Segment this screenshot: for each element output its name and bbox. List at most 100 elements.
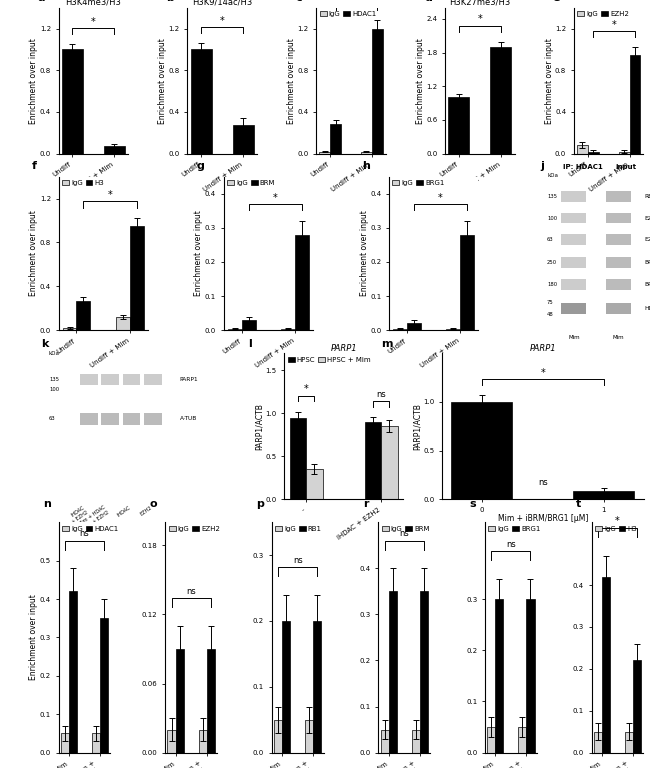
Legend: IgG, BRG1: IgG, BRG1 [393,180,445,186]
Bar [281,329,295,330]
FancyBboxPatch shape [144,413,162,425]
Bar [633,660,641,753]
Text: *: * [438,193,443,203]
FancyBboxPatch shape [123,374,140,386]
Bar [242,320,255,330]
Y-axis label: Enrichment over input: Enrichment over input [287,38,296,124]
Title: PARP1: PARP1 [530,343,556,353]
Text: 135: 135 [49,377,59,382]
Text: *: * [108,190,112,200]
Legend: IgG, H3: IgG, H3 [595,526,637,531]
Legend: IgG, BRM: IgG, BRM [382,526,430,531]
Text: e: e [553,0,560,3]
Bar [602,577,610,753]
Text: ns: ns [293,556,303,564]
Bar [460,235,474,330]
Y-axis label: Enrichment over input: Enrichment over input [359,210,369,296]
Bar [227,329,242,330]
FancyBboxPatch shape [123,413,140,425]
Bar [594,732,602,753]
Legend: IgG, BRG1: IgG, BRG1 [488,526,540,531]
Text: c: c [295,0,302,3]
Text: *: * [91,17,96,27]
Legend: IgG, EZH2: IgG, EZH2 [577,12,629,17]
Bar [330,124,341,154]
FancyBboxPatch shape [562,213,586,223]
X-axis label: Mim + iBRM/BRG1 [μM]: Mim + iBRM/BRG1 [μM] [497,515,588,523]
FancyBboxPatch shape [606,279,631,290]
Bar [290,418,306,499]
Bar [448,98,469,154]
Text: b: b [166,0,174,3]
Y-axis label: PARP1/ACTB: PARP1/ACTB [255,402,264,450]
Bar [393,329,407,330]
Text: l: l [248,339,252,349]
Bar [411,730,420,753]
Text: k: k [41,339,48,349]
Bar [381,730,389,753]
FancyBboxPatch shape [606,257,631,268]
Text: o: o [150,499,157,509]
Text: HDAC1: HDAC1 [644,306,650,311]
Title: PARP1: PARP1 [330,343,357,353]
Bar [69,591,77,753]
Text: r: r [363,499,368,509]
Text: s: s [469,499,476,509]
Text: 100: 100 [49,387,59,392]
Text: *: * [612,20,616,30]
Text: BRM: BRM [644,260,650,265]
Text: iHDAC
+ EZH2: iHDAC + EZH2 [67,505,89,525]
Y-axis label: Enrichment over input: Enrichment over input [194,210,203,296]
Text: t: t [576,499,581,509]
Text: EZH2: EZH2 [644,216,650,220]
FancyBboxPatch shape [562,279,586,290]
Y-axis label: Enrichment over input: Enrichment over input [545,38,554,124]
Legend: IgG, BRM: IgG, BRM [227,180,276,186]
Bar [282,621,291,753]
Text: kDa: kDa [49,351,60,356]
Text: ns: ns [506,540,516,548]
Bar [361,151,372,154]
Text: 75: 75 [547,300,554,305]
Text: a: a [38,0,45,3]
Bar [389,591,397,753]
Text: 135: 135 [547,194,557,199]
FancyBboxPatch shape [101,374,119,386]
FancyBboxPatch shape [80,413,98,425]
Text: E2F1: E2F1 [644,237,650,242]
Legend: IgG, RB1: IgG, RB1 [275,526,322,531]
Text: *: * [220,15,224,25]
Text: f: f [32,161,36,171]
Text: *: * [478,15,482,25]
Bar [61,733,69,753]
Text: 180: 180 [547,282,557,286]
Legend: IgG, H3: IgG, H3 [62,180,104,186]
Bar [100,618,108,753]
FancyBboxPatch shape [606,234,631,245]
Text: *: * [304,384,309,394]
Bar [190,49,212,154]
FancyBboxPatch shape [606,191,631,202]
Bar [629,55,640,154]
Bar [274,720,282,753]
Text: n: n [43,499,51,509]
FancyBboxPatch shape [562,191,586,202]
Text: *: * [615,516,620,526]
Text: ns: ns [376,390,386,399]
Y-axis label: Enrichment over input: Enrichment over input [29,594,38,680]
FancyBboxPatch shape [562,257,586,268]
Bar [233,125,254,154]
Text: Mim: Mim [568,336,580,340]
Title: H3K4me3/H3: H3K4me3/H3 [66,0,122,7]
Bar [573,492,634,499]
Text: 100: 100 [547,216,557,220]
Text: 250: 250 [547,260,557,265]
Bar [62,328,77,330]
Y-axis label: Enrichment over input: Enrichment over input [29,210,38,296]
Text: ns: ns [400,529,410,538]
Text: iHDAC: iHDAC [116,505,131,518]
Text: *: * [354,0,359,2]
Y-axis label: PARP1/ACTB: PARP1/ACTB [413,402,422,450]
Bar [488,727,495,753]
Text: ns: ns [79,529,90,538]
